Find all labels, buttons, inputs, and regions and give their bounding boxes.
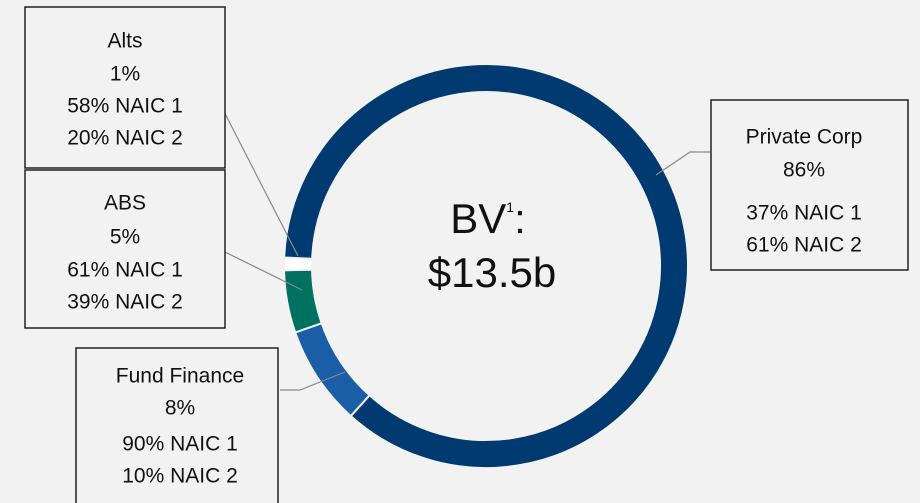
center-text: BV (450, 195, 506, 242)
detail-label: 20% NAIC 2 (67, 127, 183, 150)
detail-label: 58% NAIC 1 (67, 95, 183, 118)
value-label: 86% (783, 159, 825, 182)
category-label: ABS (104, 192, 146, 215)
leader-line (655, 151, 710, 176)
label-box (75, 347, 279, 503)
detail-label: 39% NAIC 2 (67, 291, 183, 314)
detail-label: 37% NAIC 1 (746, 202, 862, 225)
donut-segment (293, 321, 371, 418)
value-label: 8% (165, 397, 195, 420)
value-label: 5% (110, 226, 140, 249)
category-label: Alts (107, 30, 142, 53)
category-label: Fund Finance (116, 365, 244, 388)
label-box (710, 99, 909, 271)
center-label: BV1: (450, 195, 526, 242)
detail-label: 90% NAIC 1 (122, 433, 238, 456)
label-box (24, 6, 226, 169)
center-superscript: 1 (506, 199, 514, 215)
detail-label: 61% NAIC 1 (67, 259, 183, 282)
donut-segment (283, 63, 689, 469)
leader-line (280, 371, 346, 391)
center-value: $13.5b (428, 249, 556, 296)
label-box (24, 169, 226, 329)
center-suffix: : (514, 195, 526, 242)
detail-label: 10% NAIC 2 (122, 465, 238, 488)
detail-label: 61% NAIC 2 (746, 234, 862, 257)
value-label: 1% (110, 63, 140, 86)
category-label: Private Corp (746, 126, 863, 149)
donut-segment (283, 268, 323, 334)
